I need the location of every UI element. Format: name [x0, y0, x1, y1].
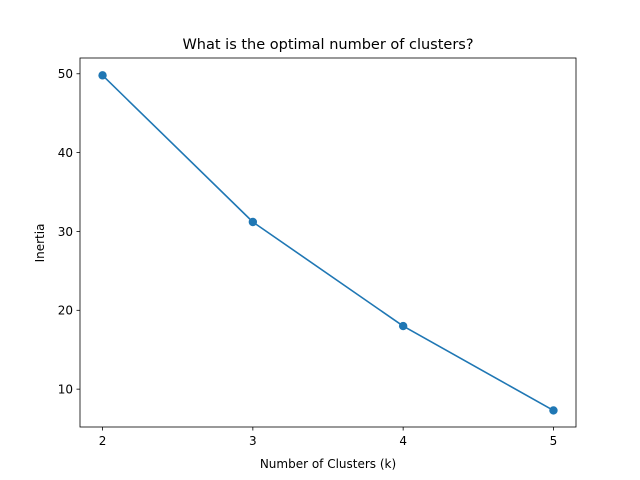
plot-area: 2 3 4 5 10 20 30 40 50 — [58, 57, 577, 448]
data-point-0-0 — [98, 71, 107, 80]
data-point-0-2 — [398, 321, 408, 331]
series-line-0 — [101, 74, 554, 412]
y-tick-label-0: 10 — [58, 382, 73, 396]
axes-frame — [79, 57, 577, 428]
x-tick-label-0: 2 — [99, 434, 107, 448]
x-tick-label-2: 4 — [399, 434, 407, 448]
y-tick-label-3: 40 — [58, 146, 73, 160]
y-axis-label: Inertia — [33, 224, 47, 263]
y-tick-label-4: 50 — [58, 67, 73, 81]
y-tick-label-2: 30 — [58, 225, 73, 239]
y-tick-label-1: 20 — [58, 304, 73, 318]
data-point-0-1 — [248, 217, 258, 227]
x-tick-label-3: 5 — [550, 434, 558, 448]
x-tick-label-1: 3 — [249, 434, 257, 448]
x-axis-label: Number of Clusters (k) — [260, 457, 396, 471]
chart-title: What is the optimal number of clusters? — [182, 37, 473, 53]
data-point-0-3 — [549, 406, 558, 415]
